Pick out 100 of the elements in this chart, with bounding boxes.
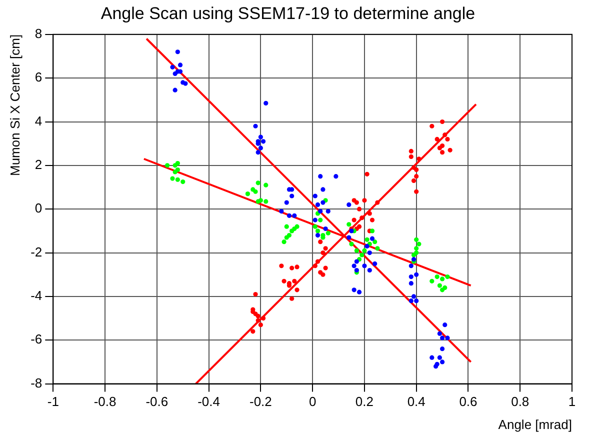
point <box>258 322 263 328</box>
point <box>318 240 323 244</box>
point <box>264 199 268 204</box>
point <box>315 228 320 234</box>
point <box>411 178 416 184</box>
point <box>175 167 180 172</box>
y-tick-label: 2 <box>34 157 42 172</box>
point <box>250 329 256 334</box>
x-tick-label: 0.8 <box>511 394 530 410</box>
point <box>320 250 326 256</box>
point <box>414 174 419 179</box>
point <box>256 318 260 323</box>
point <box>414 246 419 251</box>
point <box>282 278 286 284</box>
point <box>442 285 448 290</box>
y-tick-label: -4 <box>30 288 42 304</box>
point <box>437 283 442 288</box>
point <box>180 180 186 184</box>
x-tick-label: 0.4 <box>407 394 426 410</box>
chart-title: Angle Scan using SSEM17-19 to determine angle <box>100 4 476 23</box>
point <box>256 180 260 186</box>
y-tick-label: 6 <box>34 70 42 85</box>
point <box>312 224 318 229</box>
point <box>440 276 445 282</box>
y-tick-label: 4 <box>34 113 42 128</box>
point <box>362 198 367 203</box>
point <box>364 237 370 242</box>
point <box>360 216 364 220</box>
point <box>294 288 300 292</box>
x-tick-label: 0.6 <box>459 394 478 410</box>
point <box>264 182 268 188</box>
point <box>430 278 434 284</box>
point <box>414 189 419 194</box>
point <box>364 172 370 176</box>
x-tick-label: 0 <box>308 394 316 410</box>
point <box>414 237 419 242</box>
point <box>362 248 367 253</box>
point <box>290 266 294 270</box>
point <box>292 278 297 284</box>
point <box>170 176 175 181</box>
y-tick-label: -6 <box>30 332 42 347</box>
point <box>445 136 450 142</box>
point <box>434 136 440 142</box>
point <box>323 266 328 270</box>
point <box>284 235 289 240</box>
point <box>408 154 414 159</box>
point <box>260 316 266 321</box>
point <box>349 242 354 246</box>
point <box>414 250 419 256</box>
point <box>440 119 445 124</box>
point <box>256 314 260 318</box>
x-tick-label: -0.2 <box>249 394 272 410</box>
point <box>416 242 422 246</box>
point <box>279 264 284 268</box>
x-tick-label: 0.2 <box>355 394 374 410</box>
point <box>370 218 375 222</box>
point <box>370 228 375 234</box>
point <box>165 163 170 168</box>
point <box>253 189 258 194</box>
point <box>437 146 442 150</box>
y-tick-label: 8 <box>34 26 42 41</box>
y-axis-title: Mumon Si X Center [cm] <box>7 34 22 176</box>
point <box>256 199 260 204</box>
point <box>315 259 320 264</box>
point <box>294 224 300 229</box>
point <box>346 222 352 227</box>
point <box>312 264 318 268</box>
y-tick-label: 0 <box>34 200 42 216</box>
point <box>245 192 250 196</box>
point <box>326 230 330 236</box>
y-tick-label: -2 <box>30 244 42 260</box>
point <box>323 246 328 251</box>
point <box>440 150 445 155</box>
point <box>356 224 362 229</box>
x-tick-label: -1 <box>47 394 59 410</box>
point <box>375 200 380 205</box>
point <box>448 148 452 152</box>
point <box>416 156 422 162</box>
point <box>360 252 364 258</box>
point <box>356 206 362 212</box>
point <box>442 132 448 138</box>
x-tick-label: -0.8 <box>94 394 116 410</box>
point <box>290 296 294 301</box>
point <box>414 167 419 172</box>
point <box>445 274 450 280</box>
point <box>354 248 359 253</box>
point <box>354 200 359 205</box>
point <box>320 272 326 277</box>
point <box>294 264 300 270</box>
point <box>367 211 372 216</box>
x-tick-label: 1 <box>568 394 576 410</box>
point <box>284 224 289 229</box>
point <box>434 274 440 280</box>
point <box>253 292 258 297</box>
point <box>375 246 380 251</box>
point <box>318 218 323 222</box>
y-tick-label: -8 <box>30 375 42 390</box>
point <box>408 148 414 154</box>
point <box>372 240 378 244</box>
x-axis-title: Angle [mrad] <box>498 416 572 432</box>
